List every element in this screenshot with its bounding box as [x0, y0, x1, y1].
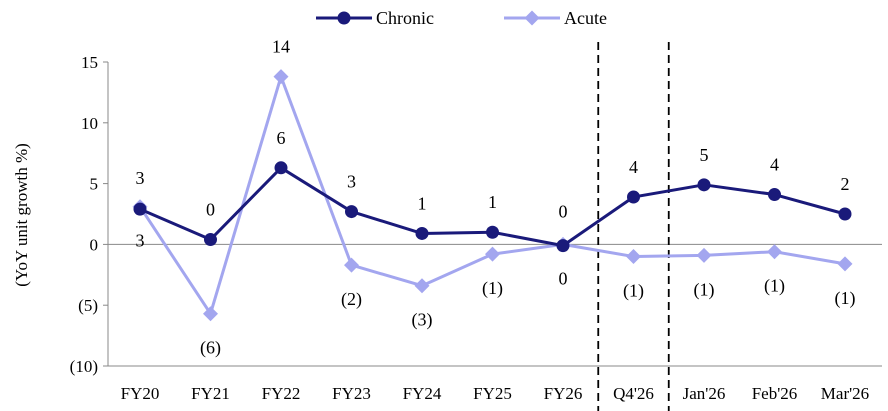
x-tick-label: FY25 [473, 384, 512, 403]
data-point [204, 233, 217, 247]
data-point [486, 225, 499, 239]
data-label: 4 [770, 155, 779, 175]
data-label: 3 [136, 168, 145, 188]
data-label: 4 [629, 157, 638, 177]
period-dividers [597, 42, 670, 411]
data-label: 3 [136, 231, 145, 251]
data-point [274, 161, 288, 175]
data-point [415, 226, 429, 240]
data-point [697, 178, 711, 192]
data-point [838, 207, 852, 221]
data-label: (1) [764, 276, 785, 297]
legend: Chronic Acute [316, 8, 607, 28]
data-point [556, 239, 570, 253]
y-axis-label: (YoY unit growth %) [12, 143, 31, 287]
data-label: 14 [272, 37, 290, 57]
series-group [132, 69, 853, 322]
data-label: (1) [694, 279, 715, 300]
x-tick-label: FY24 [403, 384, 442, 403]
y-tick-label: (10) [70, 357, 98, 376]
data-point [627, 190, 640, 204]
x-tick-label: FY26 [544, 384, 583, 403]
data-label: 2 [841, 174, 850, 194]
data-point [626, 249, 641, 265]
data-label: (2) [341, 289, 362, 310]
data-point [133, 202, 147, 216]
y-tick-label: (5) [78, 296, 98, 315]
legend-marker [524, 10, 540, 26]
x-tick-label: Feb'26 [752, 384, 798, 403]
data-point [767, 244, 782, 260]
legend-label: Acute [564, 8, 607, 28]
x-tick-label: FY21 [191, 384, 230, 403]
y-tick-label: 10 [81, 114, 98, 133]
data-point [203, 306, 218, 322]
x-tick-label: FY23 [332, 384, 371, 403]
data-label: 5 [700, 145, 709, 165]
data-labels: 3 0 6 3 1 1 0 4 5 4 2 3 (6) 14 (2) (3) (1) 0 (1) (1) (1) (1) [136, 37, 856, 359]
data-label: (1) [482, 278, 503, 299]
legend-marker [337, 11, 351, 25]
data-label: 0 [559, 202, 568, 222]
x-tick-label: FY22 [262, 384, 301, 403]
data-point [837, 256, 853, 272]
x-tick-label: FY20 [121, 384, 160, 403]
data-label: 6 [277, 128, 286, 148]
data-label: 1 [418, 193, 427, 213]
y-tick-label: 5 [90, 175, 99, 194]
data-label: (6) [200, 338, 221, 359]
data-label: 1 [488, 192, 497, 212]
legend-label: Chronic [376, 8, 434, 28]
data-label: (1) [835, 288, 856, 309]
x-tick-label: Mar'26 [821, 384, 869, 403]
data-label: (1) [623, 281, 644, 302]
data-point [485, 246, 500, 262]
data-label: 0 [559, 268, 568, 288]
data-label: (3) [412, 310, 433, 331]
data-label: 3 [347, 172, 356, 192]
data-point [344, 257, 359, 273]
data-point [696, 247, 712, 263]
data-point [273, 69, 289, 85]
x-tick-label: Q4'26 [613, 384, 654, 403]
data-point [414, 278, 430, 294]
y-tick-label: 15 [81, 53, 98, 72]
data-label: 0 [206, 200, 215, 220]
data-point [345, 205, 358, 219]
y-tick-label: 0 [90, 235, 99, 254]
data-point [768, 188, 781, 202]
x-tick-label: Jan'26 [683, 384, 726, 403]
